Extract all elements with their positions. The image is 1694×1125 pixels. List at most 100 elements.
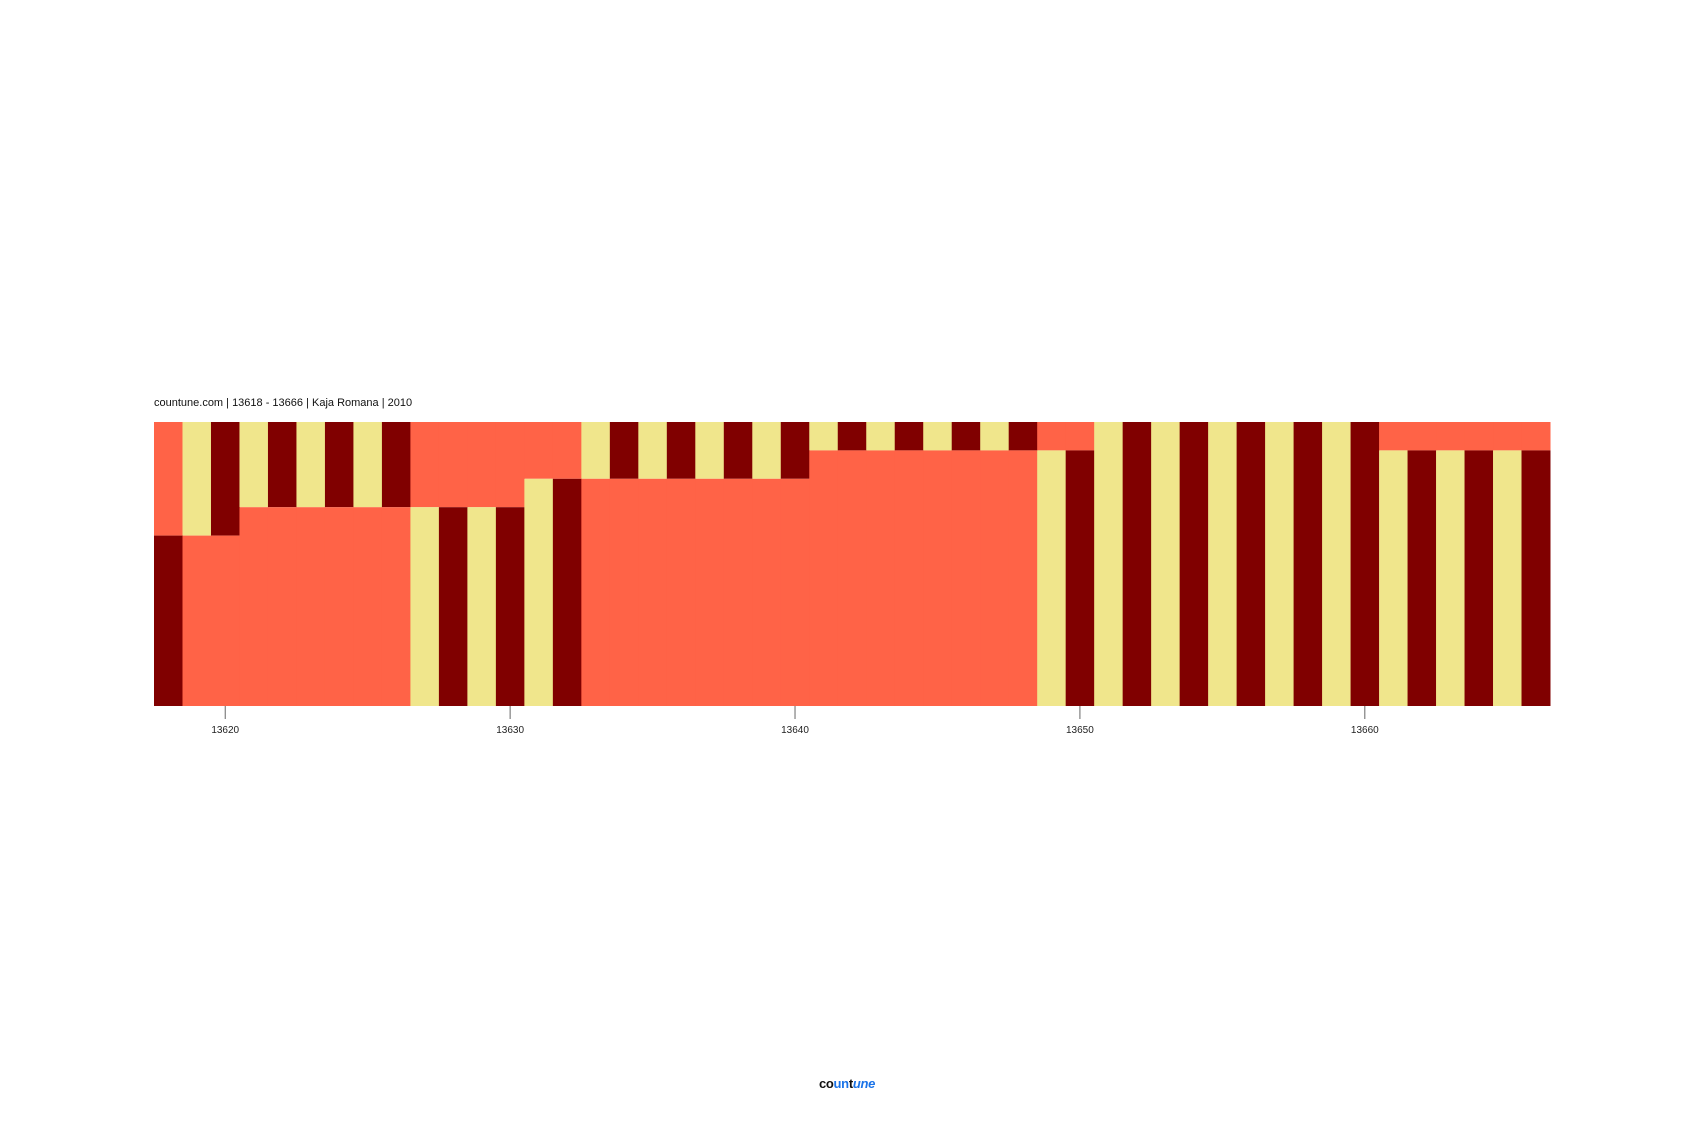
x-tick-label: 13650 [1066, 725, 1094, 736]
bar-segment-bottom-13648 [1008, 450, 1038, 706]
bar-segment-bottom-13619 [182, 535, 212, 706]
bar-segment-bottom-13647 [980, 450, 1010, 706]
bar-segment-top-13623 [296, 422, 326, 508]
x-tick-label: 13660 [1351, 725, 1379, 736]
bar-segment-bottom-13634 [609, 478, 639, 706]
bar-segment-bottom-13631 [524, 478, 554, 706]
bar-segment-bottom-13632 [552, 478, 582, 706]
bar-segment-bottom-13626 [381, 507, 411, 706]
bar-segment-top-13620 [210, 422, 240, 536]
bar-segment-top-13636 [666, 422, 696, 479]
x-tick-label: 13630 [496, 725, 524, 736]
bar-segment-bottom-13651 [1094, 422, 1124, 706]
bar-segment-top-13641 [809, 422, 839, 451]
bar-segment-bottom-13660 [1350, 422, 1380, 706]
bar-segment-top-13664 [1464, 422, 1494, 451]
bar-segment-top-13619 [182, 422, 212, 536]
bar-segment-bottom-13627 [410, 507, 440, 706]
bar-segment-top-13621 [239, 422, 269, 508]
bar-segment-top-13661 [1379, 422, 1409, 451]
bar-segment-top-13625 [353, 422, 383, 508]
bar-segment-top-13642 [837, 422, 867, 451]
bar-segment-top-13647 [980, 422, 1010, 451]
bar-segment-top-13649 [1037, 422, 1067, 451]
bar-segment-bottom-13643 [866, 450, 896, 706]
bar-segment-top-13630 [495, 422, 525, 508]
bar-segment-top-13628 [438, 422, 468, 508]
bar-segment-bottom-13656 [1236, 422, 1266, 706]
bar-segment-bottom-13641 [809, 450, 839, 706]
bar-segment-top-13638 [723, 422, 753, 479]
bar-segment-bottom-13628 [438, 507, 468, 706]
bar-segment-bottom-13658 [1293, 422, 1323, 706]
bar-segment-top-13622 [267, 422, 297, 508]
bar-segment-bottom-13624 [324, 507, 354, 706]
bar-segment-bottom-13652 [1122, 422, 1152, 706]
bar-segment-bottom-13629 [467, 507, 497, 706]
bar-segment-bottom-13621 [239, 507, 269, 706]
bar-segment-bottom-13661 [1379, 450, 1409, 706]
bar-segment-top-13666 [1521, 422, 1551, 451]
bar-segment-bottom-13645 [923, 450, 953, 706]
bar-segment-top-13643 [866, 422, 896, 451]
bar-segment-top-13627 [410, 422, 440, 508]
bar-segment-bottom-13649 [1037, 450, 1067, 706]
bar-segment-bottom-13653 [1151, 422, 1181, 706]
bar-segment-bottom-13665 [1493, 450, 1523, 706]
bar-segment-top-13648 [1008, 422, 1038, 451]
bar-segment-top-13644 [894, 422, 924, 451]
bar-segment-bottom-13630 [495, 507, 525, 706]
bar-segment-bottom-13657 [1265, 422, 1295, 706]
bar-segment-top-13637 [695, 422, 725, 479]
bar-segment-bottom-13646 [951, 450, 981, 706]
bar-segment-bottom-13625 [353, 507, 383, 706]
bar-segment-bottom-13636 [666, 478, 696, 706]
chart-title: countune.com | 13618 - 13666 | Kaja Roma… [154, 397, 413, 409]
bar-segment-top-13624 [324, 422, 354, 508]
bar-segment-top-13631 [524, 422, 554, 479]
bar-segment-bottom-13650 [1065, 450, 1095, 706]
x-tick-label: 13640 [781, 725, 809, 736]
bar-segment-top-13629 [467, 422, 497, 508]
bar-segment-bottom-13633 [581, 478, 611, 706]
bar-segment-top-13665 [1493, 422, 1523, 451]
countune-logo: countune [0, 1076, 1694, 1091]
bar-segment-bottom-13666 [1521, 450, 1551, 706]
bar-segment-top-13645 [923, 422, 953, 451]
bar-segment-top-13646 [951, 422, 981, 451]
bar-segment-bottom-13635 [638, 478, 668, 706]
bar-segment-top-13633 [581, 422, 611, 479]
logo-part: co [818, 1076, 834, 1091]
x-tick-label: 13620 [211, 725, 239, 736]
bar-segment-bottom-13640 [780, 478, 810, 706]
logo-part: un [833, 1076, 850, 1091]
bar-segment-top-13662 [1407, 422, 1437, 451]
bar-segment-bottom-13662 [1407, 450, 1437, 706]
bar-segment-top-13635 [638, 422, 668, 479]
bar-segment-top-13626 [381, 422, 411, 508]
bar-segment-bottom-13639 [752, 478, 782, 706]
bar-segment-bottom-13664 [1464, 450, 1494, 706]
bar-segment-bottom-13620 [210, 535, 240, 706]
bar-segment-bottom-13654 [1179, 422, 1209, 706]
bar-segment-bottom-13644 [894, 450, 924, 706]
bar-segment-top-13650 [1065, 422, 1095, 451]
bar-segment-top-13663 [1436, 422, 1466, 451]
bar-segment-bottom-13655 [1208, 422, 1238, 706]
bar-segment-bottom-13637 [695, 478, 725, 706]
bar-segment-top-13634 [609, 422, 639, 479]
bar-segment-bottom-13618 [154, 535, 183, 706]
bar-segment-bottom-13663 [1436, 450, 1466, 706]
bar-segment-top-13618 [154, 422, 183, 536]
bar-segment-top-13632 [552, 422, 582, 479]
bar-segment-bottom-13622 [267, 507, 297, 706]
bar-segment-bottom-13638 [723, 478, 753, 706]
bar-segment-bottom-13659 [1322, 422, 1352, 706]
logo-part: t [848, 1076, 853, 1091]
bar-segment-bottom-13623 [296, 507, 326, 706]
bar-segment-top-13639 [752, 422, 782, 479]
bar-segment-top-13640 [780, 422, 810, 479]
logo-part: une [852, 1076, 876, 1091]
bar-segment-bottom-13642 [837, 450, 867, 706]
